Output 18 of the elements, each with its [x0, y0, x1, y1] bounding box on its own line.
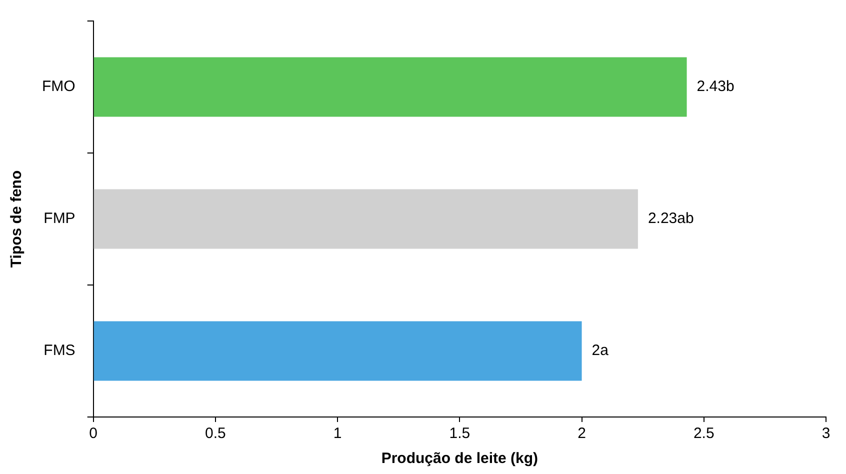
x-tick-label: 0.5: [205, 425, 226, 442]
y-axis-title: Tipos de feno: [8, 170, 26, 268]
data-label: 2.43b: [696, 78, 734, 96]
x-tick-label: 3: [822, 425, 830, 442]
y-tick-label: FMP: [44, 210, 76, 228]
y-tick-label: FMS: [44, 342, 76, 360]
x-tick-label: 1: [333, 425, 342, 442]
data-label: 2a: [592, 342, 610, 360]
data-label: 2.23ab: [648, 210, 694, 228]
bar: [94, 57, 687, 117]
x-tick-label: 2: [578, 425, 586, 442]
x-tick-label: 0: [89, 425, 98, 442]
bar: [94, 189, 638, 249]
x-tick-label: 1.5: [449, 425, 470, 442]
y-tick-label: FMO: [42, 78, 76, 96]
x-axis-title: Produção de leite (kg): [381, 450, 538, 468]
bar: [94, 321, 582, 381]
x-tick-label: 2.5: [693, 425, 714, 442]
